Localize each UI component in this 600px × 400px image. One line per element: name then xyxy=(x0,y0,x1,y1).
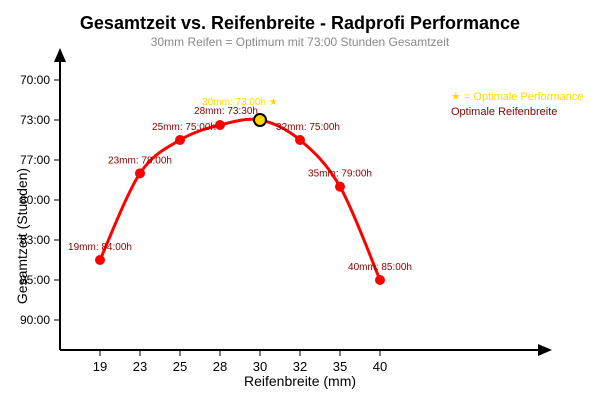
data-label: 40mm: 85:00h xyxy=(348,262,412,273)
data-label: 23mm: 78:00h xyxy=(108,155,172,166)
y-ticks: 70:00 73:00 77:00 80:00 83:00 85:00 90:00 xyxy=(20,73,60,327)
data-labels: 19mm: 84:00h 23mm: 78:00h 25mm: 75:00h 28mm… xyxy=(68,97,412,273)
y-tick-label: 83:00 xyxy=(20,233,50,247)
y-tick-label: 70:00 xyxy=(20,73,50,87)
data-point xyxy=(95,255,105,265)
x-tick-label: 25 xyxy=(173,359,187,374)
legend-item-optimal-width: Optimale Reifenbreite xyxy=(451,106,557,118)
legend: ★ = Optimale Performance Optimale Reifen… xyxy=(451,91,583,118)
data-label: 19mm: 84:00h xyxy=(68,242,132,253)
y-axis-arrow xyxy=(54,48,66,62)
x-axis-label: Reifenbreite (mm) xyxy=(244,373,356,389)
data-label-optimal: 30mm: 73:00h ★ xyxy=(202,97,278,108)
series-line xyxy=(98,117,382,281)
data-label: 32mm: 75:00h xyxy=(276,122,340,133)
data-point xyxy=(335,181,345,192)
y-tick-label: 90:00 xyxy=(20,313,50,327)
x-tick-label: 28 xyxy=(213,359,227,374)
x-tick-label: 40 xyxy=(373,359,387,374)
y-axis-label: Gesamtzeit (Stunden) xyxy=(14,168,30,304)
y-tick-label: 77:00 xyxy=(20,153,50,167)
x-tick-label: 32 xyxy=(293,359,307,374)
chart-title: Gesamtzeit vs. Reifenbreite - Radprofi P… xyxy=(80,13,520,33)
x-axis-arrow xyxy=(538,344,552,356)
y-tick-label: 85:00 xyxy=(20,273,50,287)
legend-item-optimal-performance: ★ = Optimale Performance xyxy=(451,91,583,103)
x-tick-label: 35 xyxy=(333,359,347,374)
data-point xyxy=(175,135,185,145)
chart-subtitle: 30mm Reifen = Optimum mit 73:00 Stunden … xyxy=(151,35,450,49)
x-ticks: 19 23 25 28 30 32 35 40 xyxy=(93,350,387,374)
data-label: 28mm: 73:30h xyxy=(194,106,258,117)
x-tick-label: 30 xyxy=(253,359,267,374)
data-point xyxy=(215,120,225,130)
x-tick-label: 19 xyxy=(93,359,107,374)
data-label: 25mm: 75:00h xyxy=(152,122,216,133)
y-tick-label: 73:00 xyxy=(20,113,50,127)
x-tick-label: 23 xyxy=(133,359,147,374)
data-label: 35mm: 79:00h xyxy=(308,169,372,180)
data-point xyxy=(135,168,145,179)
y-tick-label: 80:00 xyxy=(20,193,50,207)
data-point xyxy=(375,275,385,285)
data-point xyxy=(295,135,305,145)
series-line-group xyxy=(95,113,385,285)
data-point-optimal xyxy=(253,113,267,127)
